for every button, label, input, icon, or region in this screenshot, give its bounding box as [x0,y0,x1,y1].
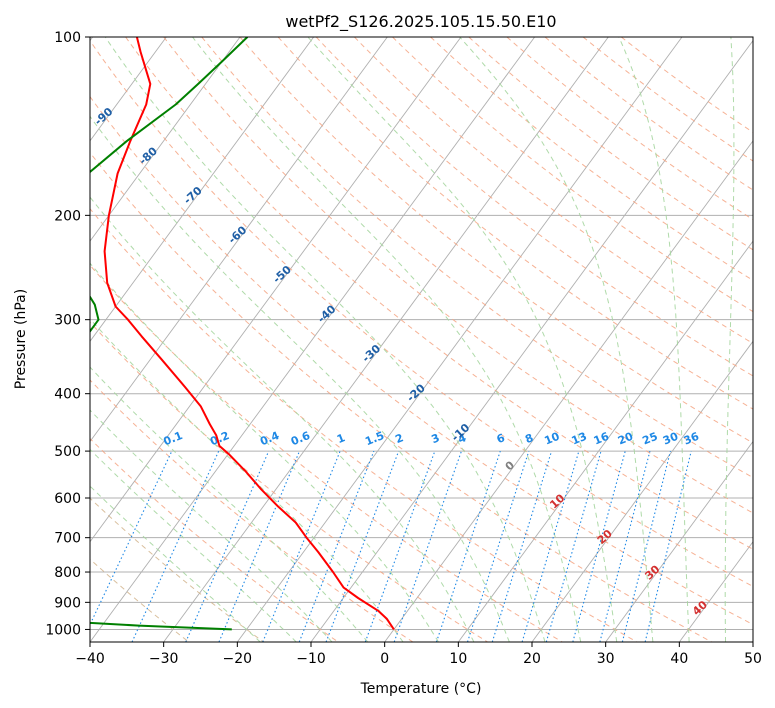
x-tick-label: 20 [523,651,541,667]
dry-adiabat [90,95,753,626]
y-tick-label: 1000 [45,622,81,638]
dry-adiabat [90,264,563,642]
moist-adiabat [90,262,439,642]
isotherm-line [90,37,388,443]
dry-adiabat [90,497,264,642]
x-tick-label: 30 [597,651,615,667]
y-axis-label: Pressure (hPa) [13,289,29,389]
x-tick-label: −30 [149,651,179,667]
moist-adiabat [90,196,475,642]
moist-adiabat [724,37,735,642]
mixing-ratio-line [218,450,301,642]
x-tick-label: 0 [380,651,389,667]
chart-title: wetPf2_S126.2025.105.15.50.E10 [285,12,556,32]
moist-adiabat [90,115,510,642]
y-tick-label: 500 [54,444,81,460]
mixing-ratio-label: 3 [430,431,442,446]
mixing-ratio-label: 36 [682,430,701,448]
mixing-ratio-line [572,450,626,642]
mixing-ratio-label: 16 [592,430,611,448]
mixing-ratio-line [393,450,462,642]
x-tick-label: −40 [75,651,105,667]
dry-adiabat [90,321,488,642]
profile-lines [90,37,395,631]
dry-adiabat [239,37,753,444]
isotherm-label: -100 [44,63,73,91]
dry-adiabat [90,151,712,642]
isotherm-line [457,240,753,642]
mixing-ratio-line [364,450,436,642]
isotherm-line [90,37,536,642]
y-tick-label: 600 [54,491,81,507]
isotherm-line [90,37,241,242]
moist-adiabat [90,366,369,642]
y-tick-label: 300 [54,313,81,329]
mixing-ratio-label: 1 [335,431,347,446]
moist-adiabat [618,37,690,642]
mixing-ratio-line [621,450,671,642]
x-axis-label: Temperature (°C) [360,681,482,697]
isotherm-line [752,641,753,642]
x-axis: −40 −30 −20 −10 0 10 20 30 40 50 [75,642,762,667]
moist-adiabat [104,37,546,642]
mixing-ratio-line [644,450,692,642]
plot-background [90,37,753,642]
y-tick-label: 400 [54,387,81,403]
moist-adiabat [90,485,261,642]
moist-adiabat [90,409,333,642]
dry-adiabat [430,37,753,281]
dry-adiabat [315,37,753,377]
x-tick-label: −10 [296,651,326,667]
moist-adiabat [90,448,297,642]
mixing-ratio-label: 10 [542,430,561,448]
mixing-ratio-line [491,450,553,642]
dry-adiabat [90,39,753,588]
mixing-ratio-line [599,450,651,642]
dry-adiabat [125,37,753,550]
moist-adiabat [459,37,654,642]
x-tick-label: −20 [223,651,253,667]
y-tick-label: 200 [54,208,81,224]
mixing-ratio-line [545,450,602,642]
y-tick-label: 900 [54,595,81,611]
mixing-ratio-line [466,450,530,642]
dry-adiabat [90,437,339,642]
dry-adiabat [90,207,638,642]
x-tick-label: 40 [670,651,688,667]
moist-adiabat [90,318,404,642]
isotherm-line [236,37,683,642]
mixing-ratio-label: 25 [641,430,660,448]
x-tick-label: 50 [744,651,762,667]
isotherm-line [605,440,753,642]
temperature-profile-line [103,37,395,630]
dry-adiabat [354,37,753,345]
y-tick-label: 100 [54,30,81,46]
mixing-ratio-label: 2 [393,431,405,446]
dry-adiabat [201,37,753,479]
mixing-ratio-line [435,450,501,642]
dry-adiabat [277,37,753,410]
y-tick-label: 700 [54,531,81,547]
mixing-ratio-label: 20 [616,430,635,448]
isotherm-line [163,37,609,642]
mixing-ratio-label: 13 [570,430,589,448]
y-axis: 100 200 300 400 500 600 700 800 900 1000 [45,30,90,638]
mixing-ratio-label: 8 [523,431,535,446]
mixing-ratio-line [131,450,220,642]
isotherm-line [90,37,167,142]
isotherm-line [531,340,753,642]
isotherm-line [384,140,753,642]
dry-adiabat [90,379,414,642]
dry-adiabat [544,37,753,191]
isotherm-line [90,37,315,343]
plot-frame [89,36,754,643]
mixing-ratio-line [521,450,580,642]
mixing-ratio-label: 30 [661,430,680,448]
x-tick-label: 10 [449,651,467,667]
y-tick-label: 800 [54,565,81,581]
